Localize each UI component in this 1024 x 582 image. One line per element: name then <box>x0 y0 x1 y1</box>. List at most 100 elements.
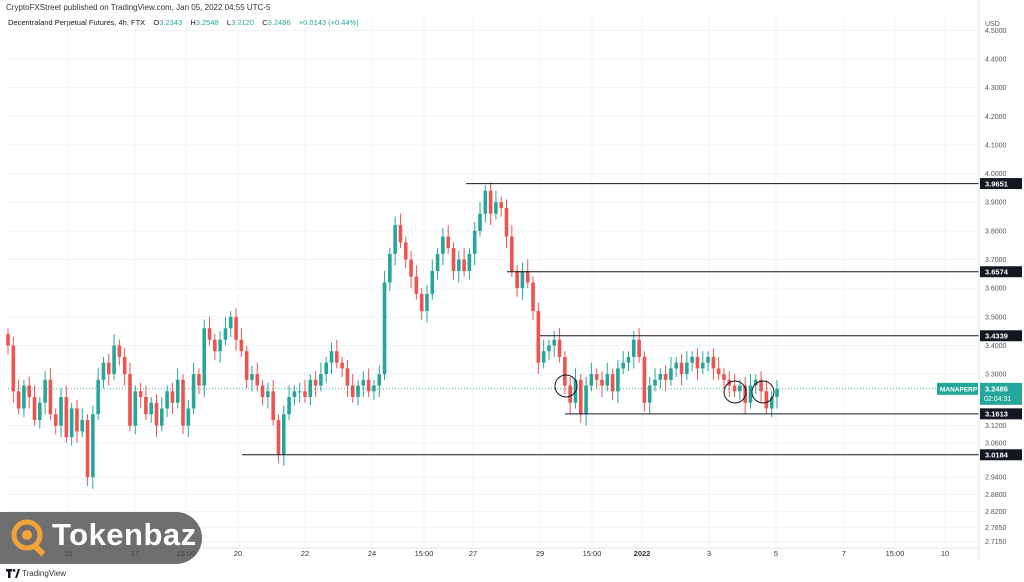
candle-body <box>594 374 599 380</box>
candle-body <box>764 391 769 409</box>
annotations: MANAPERP 3.2486 02:04:31 <box>8 374 1022 405</box>
candle-body <box>748 385 753 403</box>
candle-body <box>101 362 106 380</box>
candle-body <box>133 391 138 426</box>
candle-body <box>610 374 615 392</box>
candle-body <box>276 419 281 455</box>
candle-body <box>722 374 726 380</box>
price-tick-label: 3.1200 <box>985 423 1007 430</box>
candle-body <box>616 368 620 392</box>
candle-body <box>494 202 498 214</box>
candle-body <box>6 334 10 346</box>
candle-body <box>409 259 413 277</box>
time-tick-label: 3 <box>707 549 711 558</box>
candle-body <box>716 368 721 375</box>
footer: TradingView <box>0 566 1024 582</box>
candle-body <box>27 385 32 398</box>
candle-body <box>329 351 334 363</box>
candle-body <box>191 374 196 409</box>
candle-body <box>711 356 716 369</box>
candle-body <box>637 339 641 357</box>
candle-body <box>22 385 26 409</box>
candle-body <box>377 374 382 386</box>
candle-body <box>563 356 567 386</box>
time-tick-label: 15:00 <box>583 549 602 558</box>
level-price-tag <box>980 266 1022 278</box>
candle-body <box>361 379 366 386</box>
candle-body <box>658 374 663 380</box>
price-tick-label: 2.7150 <box>985 539 1007 546</box>
time-tick-label: 29 <box>536 549 544 558</box>
candle-body <box>520 270 525 289</box>
low-marker-circle <box>751 380 775 404</box>
candle-body <box>578 379 583 415</box>
footer-brand[interactable]: TradingView <box>22 569 67 578</box>
candle-body <box>91 414 95 478</box>
candle-body <box>117 345 122 357</box>
candle-body <box>451 248 456 271</box>
candle-body <box>356 385 360 398</box>
candle-body <box>16 391 21 409</box>
candle-body <box>499 202 504 208</box>
price-tick-label: 2.9400 <box>985 475 1007 482</box>
candle-body <box>335 351 339 363</box>
watermark-text: Tokenbaz <box>52 517 197 552</box>
candle-body <box>525 270 530 283</box>
symbol-tag-bg <box>937 382 978 395</box>
low-value: 3.2120 <box>231 18 255 27</box>
symbol-tag-label: MANAPERP <box>940 386 978 393</box>
candle-body <box>647 385 652 403</box>
level-price-label: 3.4339 <box>985 332 1008 341</box>
candle-body <box>80 419 85 432</box>
candle-body <box>695 356 700 369</box>
open-label: O <box>153 18 160 27</box>
candle-body <box>759 379 763 392</box>
candle-body <box>59 397 63 426</box>
time-tick-label: 2022 <box>634 549 651 558</box>
candle-body <box>303 391 307 398</box>
candle-body <box>600 379 604 386</box>
candle-body <box>753 379 758 386</box>
price-tick-label: 4.5000 <box>985 28 1007 35</box>
candle-body <box>488 190 493 214</box>
current-price-tag <box>980 382 1022 405</box>
candle-body <box>775 388 779 398</box>
candle-body <box>441 236 445 254</box>
price-tick-label: 2.7650 <box>985 525 1007 532</box>
tokenbaz-watermark: Tokenbaz <box>0 512 202 564</box>
candle-body <box>228 316 233 329</box>
candle-body <box>685 362 689 375</box>
symbol-name[interactable]: Decentraland Perpetual Futures, 4h, FTX <box>8 18 146 27</box>
candle-body <box>372 385 376 392</box>
candle-body <box>271 391 275 420</box>
candle-body <box>160 408 164 426</box>
time-tick-label: 22 <box>301 549 309 558</box>
candle-body <box>663 374 668 380</box>
candle-body <box>64 397 69 438</box>
level-price-tag <box>980 449 1022 461</box>
price-tick-label: 3.6000 <box>985 286 1007 293</box>
candle-body <box>382 282 387 375</box>
low-marker-circle <box>554 374 578 398</box>
candle-body <box>266 391 270 398</box>
candle-body <box>213 339 217 352</box>
candle-body <box>430 270 435 294</box>
candle-body <box>138 391 143 398</box>
chart-grid <box>8 16 979 546</box>
candle-body <box>653 379 657 386</box>
candle-body <box>541 351 546 363</box>
candle-body <box>398 225 403 243</box>
time-tick-label: 15:00 <box>886 549 905 558</box>
low-marker-circle <box>723 380 747 404</box>
candle-body <box>112 345 116 375</box>
current-price-label: 3.2486 <box>985 384 1008 393</box>
price-axis: USD4.50004.40004.30004.20004.10004.00003… <box>978 0 1007 560</box>
candle-body <box>170 391 175 403</box>
candle-body <box>154 402 159 426</box>
candle-body <box>738 385 742 392</box>
candle-body <box>244 351 249 380</box>
candle-body <box>388 253 392 283</box>
candle-body <box>732 385 737 392</box>
price-tick-label: 3.0600 <box>985 440 1007 447</box>
